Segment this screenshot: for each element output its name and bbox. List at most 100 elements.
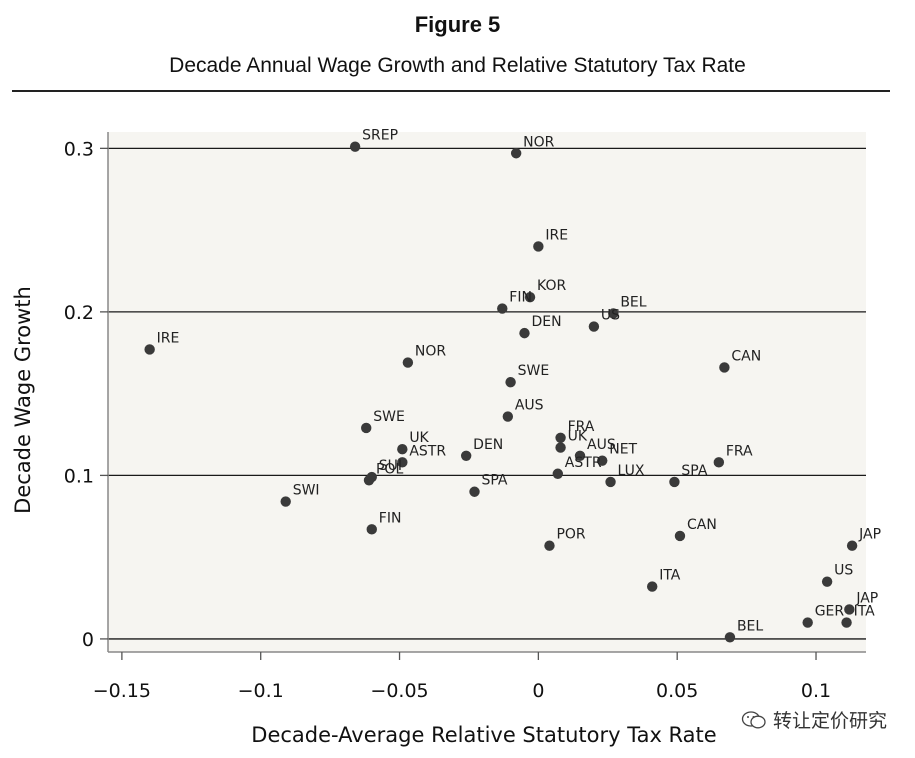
data-point-label: JAP	[855, 590, 878, 606]
data-point	[555, 432, 566, 443]
data-point	[144, 344, 155, 355]
data-point-label: POR	[556, 527, 585, 543]
data-point	[397, 444, 408, 455]
title-rule	[12, 90, 890, 92]
data-point-label: FIN	[509, 290, 532, 306]
data-point-label: BEL	[620, 295, 646, 311]
data-point-label: SWE	[373, 409, 405, 425]
data-point-label: IRE	[157, 330, 180, 346]
data-point-label: CAN	[687, 517, 717, 533]
data-point-label: SUI	[379, 458, 402, 474]
data-point	[605, 476, 616, 488]
gridlines	[108, 147, 866, 640]
data-point	[524, 291, 536, 303]
data-point-label: SPA	[681, 463, 707, 479]
data-point	[647, 581, 658, 592]
data-point	[505, 376, 516, 388]
data-point-label: GER	[815, 604, 845, 620]
figure-label: Figure 5	[414, 12, 501, 37]
y-tick-label: 0.2	[64, 302, 94, 324]
plot-background	[108, 132, 866, 652]
data-point	[846, 540, 858, 551]
data-point-label: ITA	[854, 604, 876, 620]
data-point-label: NOR	[523, 134, 554, 150]
data-point	[544, 540, 555, 551]
data-point-label: JAP	[858, 527, 881, 543]
data-point	[361, 422, 372, 434]
data-point-label: SWI	[293, 483, 320, 499]
data-point	[366, 524, 377, 535]
data-point-label: NOR	[415, 344, 446, 360]
y-tick-label: 0	[82, 629, 94, 651]
x-tick-label: 0.05	[656, 680, 698, 702]
data-point-label: DEN	[531, 314, 561, 330]
data-point	[724, 632, 736, 643]
data-point	[674, 530, 686, 542]
data-point	[510, 148, 522, 159]
data-point-label: US	[834, 563, 853, 579]
data-point	[552, 468, 564, 479]
x-tick-label: 0.1	[801, 680, 831, 702]
x-tick-label: −0.05	[370, 680, 428, 702]
data-point-label: SREP	[362, 128, 398, 144]
data-point-label: SPA	[482, 473, 508, 489]
data-point-label: FRA	[726, 443, 753, 459]
x-tick-label: 0	[532, 680, 544, 702]
data-point-label: UK	[409, 430, 429, 446]
data-point	[402, 357, 414, 368]
data-point-label: CAN	[731, 348, 761, 364]
data-point	[719, 362, 730, 373]
data-point-label: ASTR	[565, 455, 602, 471]
data-point-label: US	[601, 308, 620, 324]
data-point	[713, 457, 725, 468]
data-point	[460, 450, 472, 461]
data-point	[397, 457, 408, 468]
data-point-label: BEL	[737, 618, 763, 634]
data-point-label: IRE	[545, 227, 568, 243]
data-point	[844, 604, 855, 615]
data-point-label: ITA	[659, 568, 681, 584]
data-point-label: NET	[609, 442, 637, 458]
data-point	[280, 496, 291, 507]
y-axis-title: Decade Wage Growth	[11, 286, 35, 514]
chart-title: Decade Annual Wage Growth and Relative S…	[169, 54, 746, 77]
data-point-label: SWE	[518, 363, 550, 379]
data-point	[597, 455, 608, 466]
y-tick-label: 0.3	[64, 138, 94, 160]
data-point-label: FIN	[379, 510, 402, 526]
data-point	[802, 617, 813, 628]
data-point	[502, 411, 514, 422]
data-point	[669, 476, 680, 488]
wechat-icon	[741, 710, 766, 728]
y-tick-label: 0.1	[64, 465, 94, 487]
data-point	[469, 486, 480, 497]
data-point-label: POL	[376, 461, 403, 477]
data-point-label: FRA	[568, 419, 595, 435]
data-point	[821, 576, 833, 587]
data-point-label: AUS	[515, 398, 544, 414]
watermark-text: 转让定价研究	[772, 710, 887, 732]
data-point	[363, 475, 375, 486]
x-axis-title: Decade-Average Relative Statutory Tax Ra…	[251, 723, 716, 747]
data-point	[555, 442, 566, 453]
data-point-label: UK	[568, 429, 588, 445]
data-point	[574, 450, 586, 461]
watermark: 转让定价研究	[741, 706, 887, 733]
y-ticks: 0 0.1 0.2 0.3	[64, 138, 108, 651]
data-point-label: KOR	[537, 278, 566, 294]
data-point	[497, 303, 508, 314]
data-point-label: ASTR	[409, 443, 446, 459]
data-point	[533, 241, 544, 252]
data-point-label: LUX	[618, 463, 645, 479]
data-point	[349, 141, 361, 152]
x-tick-label: −0.15	[93, 680, 151, 702]
data-point	[608, 308, 619, 319]
x-tick-label: −0.1	[238, 680, 284, 702]
data-point	[588, 321, 600, 332]
x-ticks: −0.15 −0.1 −0.05 0 0.05 0.1	[93, 652, 831, 702]
data-point	[841, 617, 852, 628]
data-point-label: DEN	[473, 437, 503, 453]
data-point-label: AUS	[587, 437, 616, 453]
